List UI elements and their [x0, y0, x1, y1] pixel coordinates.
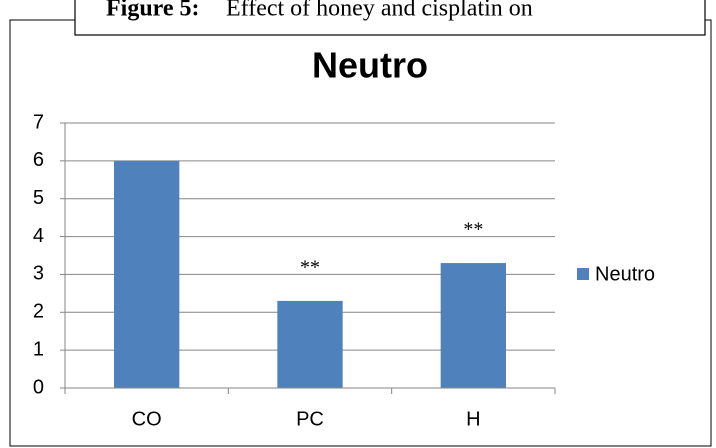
figure-label: Figure 5:	[106, 0, 200, 22]
caption: Effect of honey and cisplatin on	[226, 0, 533, 22]
bar	[114, 160, 180, 388]
bar	[277, 300, 343, 388]
significance-label: **	[463, 219, 483, 241]
y-tick-label: 4	[33, 225, 44, 247]
caption-box	[74, 0, 706, 36]
y-tick-label: 1	[33, 338, 44, 360]
x-tick-label: H	[466, 408, 480, 430]
significance-label: **	[300, 257, 320, 279]
x-tick-label: PC	[296, 408, 324, 430]
legend-label: Neutro	[595, 263, 655, 285]
y-tick-label: 2	[33, 301, 44, 323]
chart-title: Neutro	[312, 45, 428, 86]
y-tick-label: 7	[33, 111, 44, 133]
y-tick-label: 6	[33, 149, 44, 171]
x-tick-label: CO	[132, 408, 162, 430]
y-tick-label: 0	[33, 376, 44, 398]
bar	[440, 263, 506, 388]
y-tick-label: 5	[33, 187, 44, 209]
legend-swatch	[577, 268, 589, 280]
y-tick-label: 3	[33, 263, 44, 285]
